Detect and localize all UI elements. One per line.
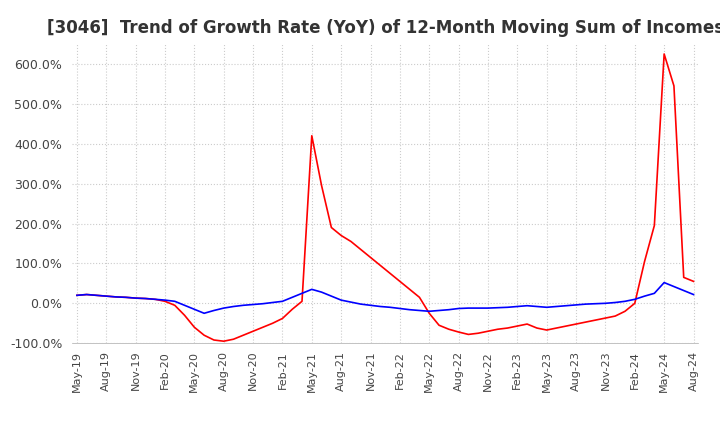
Net Income Growth Rate [73,293,81,298]
Net Income Growth Rate [386,271,395,276]
Net Income Growth Rate [484,329,492,334]
Ordinary Income Growth Rate [200,311,209,316]
Line: Net Income Growth Rate: Net Income Growth Rate [77,54,693,341]
Ordinary Income Growth Rate [151,297,160,302]
Net Income Growth Rate [425,311,433,316]
Ordinary Income Growth Rate [660,280,668,285]
Ordinary Income Growth Rate [73,293,81,298]
Ordinary Income Growth Rate [689,292,698,297]
Title: [3046]  Trend of Growth Rate (YoY) of 12-Month Moving Sum of Incomes: [3046] Trend of Growth Rate (YoY) of 12-… [47,19,720,37]
Net Income Growth Rate [474,330,482,336]
Net Income Growth Rate [689,279,698,284]
Ordinary Income Growth Rate [386,304,395,310]
Ordinary Income Growth Rate [337,297,346,303]
Net Income Growth Rate [220,338,228,344]
Net Income Growth Rate [151,297,160,302]
Line: Ordinary Income Growth Rate: Ordinary Income Growth Rate [77,282,693,313]
Net Income Growth Rate [660,51,668,57]
Net Income Growth Rate [337,233,346,238]
Ordinary Income Growth Rate [425,308,433,314]
Ordinary Income Growth Rate [484,305,492,311]
Ordinary Income Growth Rate [474,305,482,311]
